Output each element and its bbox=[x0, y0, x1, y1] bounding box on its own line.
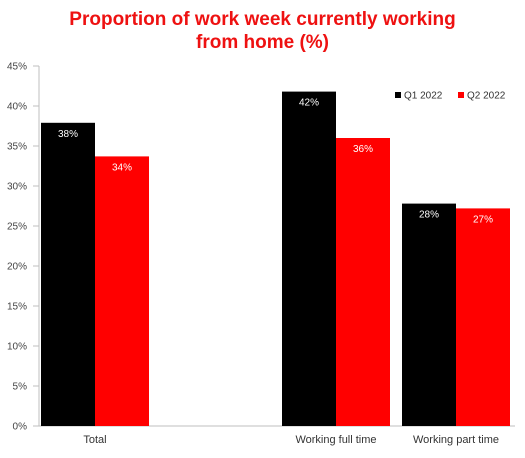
y-tick-label: 45% bbox=[7, 62, 27, 73]
data-label: 34% bbox=[112, 162, 132, 173]
y-tick-label: 40% bbox=[7, 102, 27, 113]
data-label: 42% bbox=[299, 98, 319, 109]
legend-label: Q2 2022 bbox=[467, 91, 506, 102]
data-label: 38% bbox=[58, 129, 78, 140]
legend-swatch bbox=[395, 92, 401, 98]
legend: Q1 2022 Q2 2022 bbox=[395, 91, 506, 102]
data-label: 36% bbox=[353, 144, 373, 155]
category-labels: Total Working full time Working part time bbox=[83, 434, 499, 446]
category-label: Working part time bbox=[413, 434, 499, 446]
category-label: Working full time bbox=[295, 434, 376, 446]
bar-q2-2022-total bbox=[95, 156, 149, 426]
bar-q2-2022-working-part-time bbox=[456, 208, 510, 426]
y-tick-label: 5% bbox=[13, 382, 28, 393]
data-label: 27% bbox=[473, 214, 493, 225]
chart-title-line-1: Proportion of work week currently workin… bbox=[69, 9, 456, 30]
data-label: 28% bbox=[419, 210, 439, 221]
value-labels: 38% 34% 42% 36% 28% 27% bbox=[58, 98, 493, 226]
chart-title-line-2: from home (%) bbox=[196, 32, 329, 53]
y-tick-label: 30% bbox=[7, 182, 27, 193]
bar-q1-2022-total bbox=[41, 122, 95, 427]
y-tick-label: 15% bbox=[7, 302, 27, 313]
y-tick-label: 0% bbox=[13, 422, 28, 433]
bar-q2-2022-working-full-time bbox=[336, 138, 390, 426]
bars bbox=[41, 91, 510, 427]
y-tick-label: 10% bbox=[7, 342, 27, 353]
y-tick-label: 25% bbox=[7, 222, 27, 233]
y-axis-ticks: 0% 5% 10% 15% 20% 25% 30% 35% 40% 45% bbox=[7, 62, 39, 433]
y-tick-label: 20% bbox=[7, 262, 27, 273]
legend-label: Q1 2022 bbox=[404, 91, 443, 102]
bar-q1-2022-working-part-time bbox=[402, 203, 456, 426]
chart-title: Proportion of work week currently workin… bbox=[0, 8, 525, 54]
category-label: Total bbox=[83, 434, 106, 446]
bar-q1-2022-working-full-time bbox=[282, 91, 336, 426]
legend-swatch bbox=[458, 92, 464, 98]
y-tick-label: 35% bbox=[7, 142, 27, 153]
